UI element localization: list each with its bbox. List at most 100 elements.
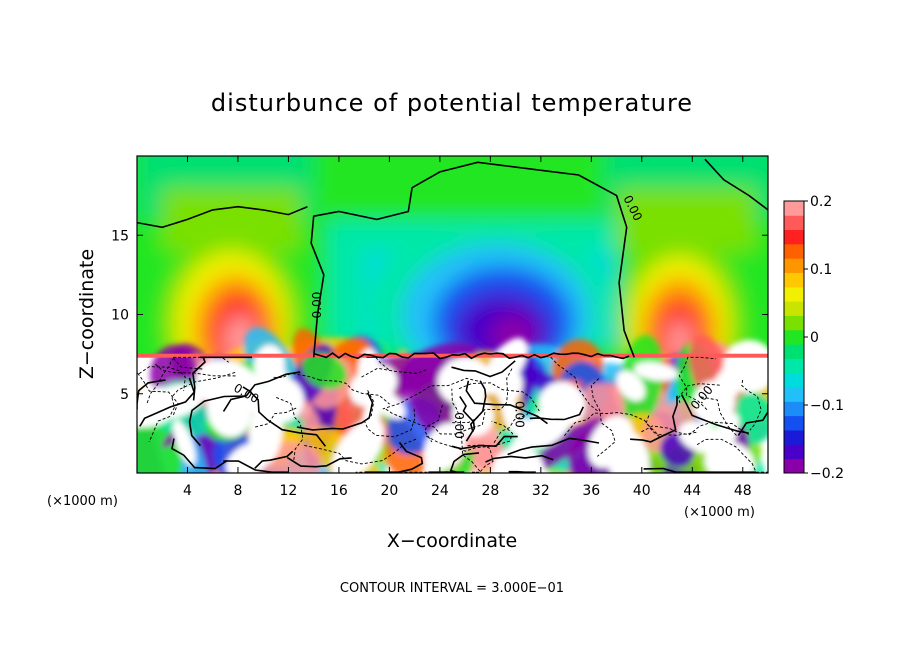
contour-lower xyxy=(223,460,289,473)
contour-lower xyxy=(493,409,531,444)
y-tick-label: 10 xyxy=(111,308,129,324)
field-eddy xyxy=(172,419,196,466)
field-swirl xyxy=(406,370,458,441)
contour-label: 0.00 xyxy=(513,401,527,428)
contour-lower xyxy=(242,386,327,447)
x-tick-label: 28 xyxy=(481,483,499,499)
contour-lower xyxy=(382,377,479,410)
colorbar-tick-label: 0.1 xyxy=(810,262,832,278)
contour-label: 0.00 xyxy=(310,292,324,319)
contour-lower xyxy=(741,379,762,431)
contour-lower xyxy=(254,450,294,469)
colorbar-swatch xyxy=(784,415,804,431)
contour-lower xyxy=(319,379,390,405)
field-eddy xyxy=(331,418,385,473)
colorbar-swatch xyxy=(784,215,804,231)
colorbar-swatch xyxy=(784,430,804,445)
contour-lower xyxy=(254,407,297,428)
contour-lines xyxy=(137,158,768,473)
contour-lower xyxy=(171,438,228,470)
colorbar: 0.2 0.1 0 −0.1 −0.2 xyxy=(783,194,844,482)
x-tick-label: 16 xyxy=(330,483,348,499)
contour-lower xyxy=(467,444,494,473)
x-tick-label: 24 xyxy=(431,483,449,499)
field-eddy xyxy=(587,415,634,469)
contour-lower xyxy=(146,356,177,404)
x-tick-label: 32 xyxy=(532,483,550,499)
contour-lower xyxy=(630,395,678,443)
x-tick-label: 48 xyxy=(734,483,752,499)
x-axis-label: X−coordinate xyxy=(387,530,517,552)
field-swirl xyxy=(137,388,182,473)
colorbar-swatch xyxy=(784,301,804,316)
contour-lower xyxy=(192,356,253,401)
plot-area: 0.000.000.000.00 0.000.00 xyxy=(137,156,768,473)
contour-lower xyxy=(304,438,418,465)
x-unit-right: (×1000 m) xyxy=(684,505,755,520)
colorbar-swatch xyxy=(784,243,804,259)
colorbar-swatch xyxy=(784,358,804,374)
x-tick-label: 36 xyxy=(582,483,600,499)
contour-lower xyxy=(286,456,352,468)
contour-zero-center xyxy=(310,161,635,358)
contour-lower xyxy=(428,452,480,473)
colorbar-swatch xyxy=(784,372,804,388)
x-unit-left: (×1000 m) xyxy=(47,494,118,509)
field-eddy xyxy=(538,381,586,427)
colorbar-swatch xyxy=(784,444,804,460)
x-axis: 4 8 12 16 20 24 28 32 36 40 44 48 xyxy=(183,156,752,499)
contour-lower xyxy=(645,415,697,436)
contour-zero-upper-right xyxy=(704,158,768,211)
contour-lower xyxy=(137,379,166,410)
contour-lower xyxy=(451,435,518,450)
field-eddy xyxy=(634,362,679,381)
contour-lower xyxy=(154,363,236,377)
colorbar-swatch xyxy=(784,201,804,216)
contour-lower xyxy=(452,366,514,424)
contour-lower xyxy=(548,356,598,412)
chart-title: disturbunce of potential temperature xyxy=(211,89,693,117)
contour-interval-note: CONTOUR INTERVAL = 3.000E−01 xyxy=(340,581,564,596)
contour-lower xyxy=(696,438,768,473)
colorbar-swatch xyxy=(784,344,804,359)
x-tick-label: 4 xyxy=(183,483,192,499)
contour-zero-upper-left xyxy=(137,205,308,229)
field-eddy xyxy=(357,348,381,397)
field-eddy xyxy=(248,399,283,465)
contour-lower xyxy=(678,356,717,411)
field-swirl xyxy=(302,352,347,390)
colorbar-tick-label: −0.1 xyxy=(810,398,844,414)
contour-lower xyxy=(355,471,448,473)
x-tick-label: 8 xyxy=(233,483,242,499)
y-axis: 5 10 15 xyxy=(111,228,768,403)
y-tick-label: 15 xyxy=(111,228,129,244)
contour-lower xyxy=(507,437,600,456)
interface-strip xyxy=(137,353,768,358)
field-swirl xyxy=(577,382,626,428)
contour-lower xyxy=(188,395,246,447)
x-tick-label: 20 xyxy=(380,483,398,499)
contour-lower xyxy=(137,357,179,416)
x-tick-label: 12 xyxy=(280,483,298,499)
colorbar-swatch xyxy=(784,286,804,302)
field-eddy xyxy=(437,357,492,406)
contour-lower xyxy=(222,371,301,412)
field-eddy xyxy=(496,370,523,404)
contour-lower xyxy=(459,395,476,442)
contour-lower xyxy=(276,396,304,462)
contour-lower xyxy=(385,408,486,435)
colorbar-tick-label: −0.2 xyxy=(810,466,844,482)
x-tick-label: 40 xyxy=(633,483,651,499)
contour-lower xyxy=(296,392,374,431)
colorbar-swatch xyxy=(784,229,804,245)
contour-lower xyxy=(678,383,720,404)
x-tick-label: 44 xyxy=(683,483,701,499)
colorbar-swatch xyxy=(784,315,804,331)
contour-lower xyxy=(361,367,428,378)
contour-lower xyxy=(485,454,554,463)
contour-lower xyxy=(680,394,749,434)
y-tick-label: 5 xyxy=(120,387,129,403)
field-eddy xyxy=(692,380,735,425)
contour-lower xyxy=(451,388,481,472)
